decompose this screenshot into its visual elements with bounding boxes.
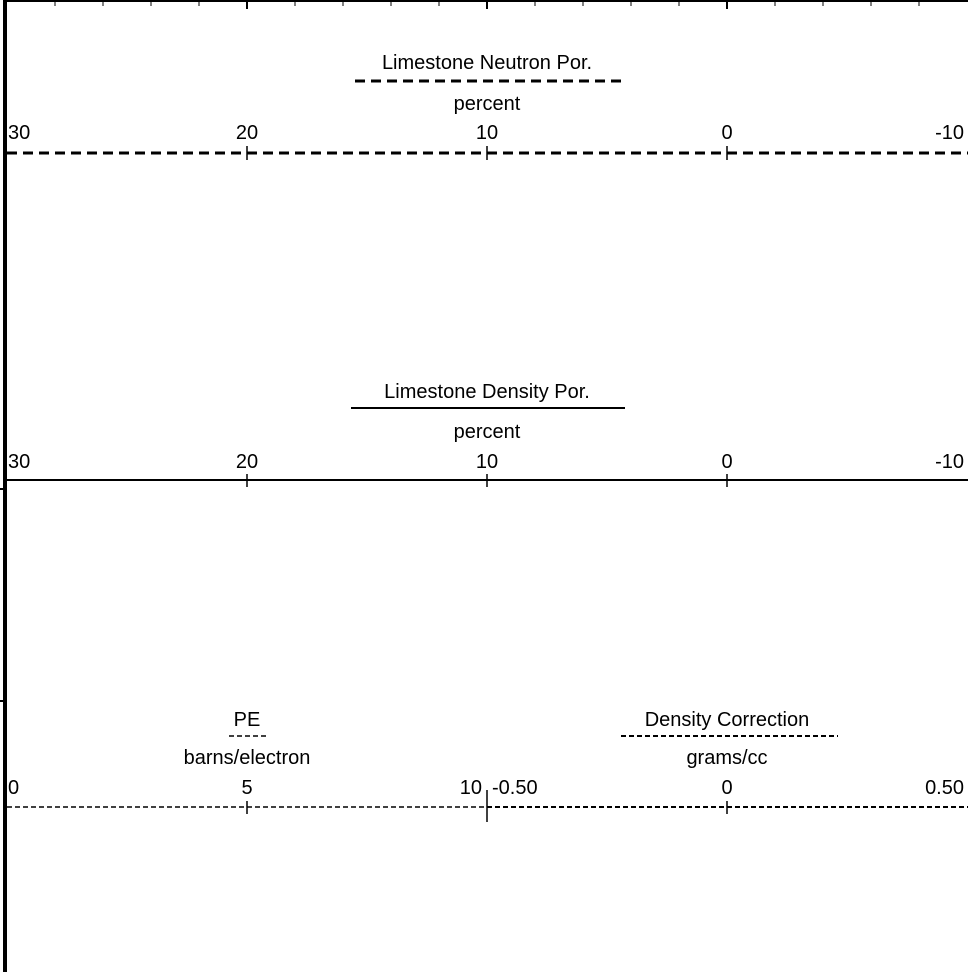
density-correction-tick-label: -0.50 xyxy=(492,777,538,799)
top-grid-ticks xyxy=(54,0,920,9)
density-porosity-tick-label: -10 xyxy=(935,451,964,473)
density-porosity-tick-label: 0 xyxy=(721,451,732,473)
neutron-porosity-title: Limestone Neutron Por. xyxy=(382,52,592,74)
density-porosity-tick-label: 20 xyxy=(236,451,258,473)
top-grid-scale xyxy=(5,0,968,9)
pe-tick-label: 0 xyxy=(8,777,19,799)
density-porosity-tick-label: 10 xyxy=(476,451,498,473)
density-correction-unit: grams/cc xyxy=(686,747,767,769)
neutron-porosity-unit: percent xyxy=(454,93,521,115)
density-correction-header: Density Correction grams/cc -0.50 0 0.50 xyxy=(487,709,968,814)
pe-unit: barns/electron xyxy=(184,747,311,769)
density-porosity-title: Limestone Density Por. xyxy=(384,381,590,403)
pe-title: PE xyxy=(234,709,261,731)
neutron-porosity-tick-label: 30 xyxy=(8,122,30,144)
density-porosity-header: Limestone Density Por. percent 30 20 10 … xyxy=(7,381,968,487)
pe-tick-label: 5 xyxy=(241,777,252,799)
density-correction-tick-label: 0.50 xyxy=(925,777,964,799)
density-correction-title: Density Correction xyxy=(645,709,810,731)
pe-tick-label: 10 xyxy=(460,777,482,799)
neutron-porosity-tick-label: 20 xyxy=(236,122,258,144)
neutron-porosity-tick-label: 10 xyxy=(476,122,498,144)
density-correction-tick-label: 0 xyxy=(721,777,732,799)
neutron-porosity-tick-label: 0 xyxy=(721,122,732,144)
density-porosity-unit: percent xyxy=(454,421,521,443)
neutron-porosity-tick-label: -10 xyxy=(935,122,964,144)
neutron-porosity-header: Limestone Neutron Por. percent 30 20 10 … xyxy=(7,52,968,160)
pe-header: PE barns/electron 0 5 10 xyxy=(7,709,487,814)
density-porosity-tick-label: 30 xyxy=(8,451,30,473)
